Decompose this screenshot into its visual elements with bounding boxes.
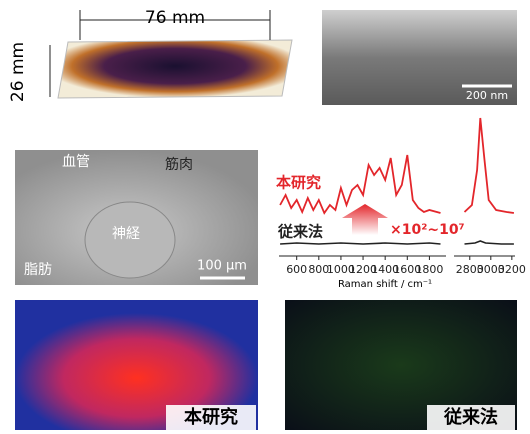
legend-label: 従来法 [277,223,323,241]
scale-label: 100 µm [197,259,247,274]
width-label: 76 mm [145,8,205,28]
tissue-label: 血管 [62,154,90,170]
spectrum-line [465,118,514,213]
annotation: ×10²~10⁷ [390,222,465,238]
x-tick-label: 600 [286,263,307,276]
scale-label: 200 nm [466,89,508,102]
spectrum-line [280,243,440,244]
x-tick-label: 3200 [498,263,526,276]
x-axis-label: Raman shift / cm⁻¹ [338,279,432,290]
slide-image [58,40,292,98]
tissue-label: 脂肪 [24,262,52,278]
enhance-arrow [342,204,388,235]
image-label: 本研究 [184,406,238,428]
tissue-label: 神経 [112,226,140,242]
tissue-label: 筋肉 [165,156,193,173]
page: {"slide": {"width_label": "76 mm", "heig… [0,0,530,434]
height-label: 26 mm [8,42,28,102]
image-label: 従来法 [443,406,498,428]
legend-label: 本研究 [276,174,321,192]
spectrum-line [465,241,514,244]
figure: 76 mm 26 mm 200 nm 血管 筋肉 神経 脂肪 100 µm 本研… [0,0,530,434]
x-tick-label: 1800 [415,263,443,276]
